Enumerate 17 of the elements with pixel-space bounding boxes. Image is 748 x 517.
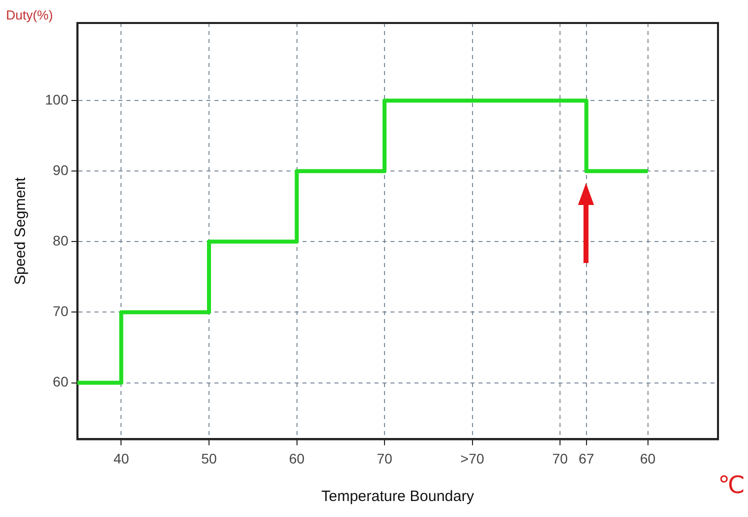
x-axis-title: Temperature Boundary: [321, 488, 474, 506]
y-tick-label: 70: [52, 303, 69, 320]
x-tick-label: 40: [113, 450, 130, 466]
x-tick-label: >70: [460, 450, 484, 466]
y-axis-title: Speed Segment: [12, 176, 30, 285]
x-tick-label: 50: [201, 450, 217, 466]
y-tick-label: 90: [52, 162, 69, 178]
text: Duty(%): [6, 8, 53, 23]
x-tick-label: 60: [288, 450, 305, 466]
x-tick-label: 70: [552, 450, 568, 466]
y-tick-label: 60: [52, 374, 69, 390]
x-tick-label: 60: [640, 450, 656, 466]
y-tick-label: 80: [52, 232, 69, 249]
text: ℃: [718, 471, 745, 500]
y-tick-label: 100: [45, 91, 69, 108]
x-tick-label: 67: [578, 450, 594, 466]
x-tick-label: 70: [376, 450, 393, 466]
